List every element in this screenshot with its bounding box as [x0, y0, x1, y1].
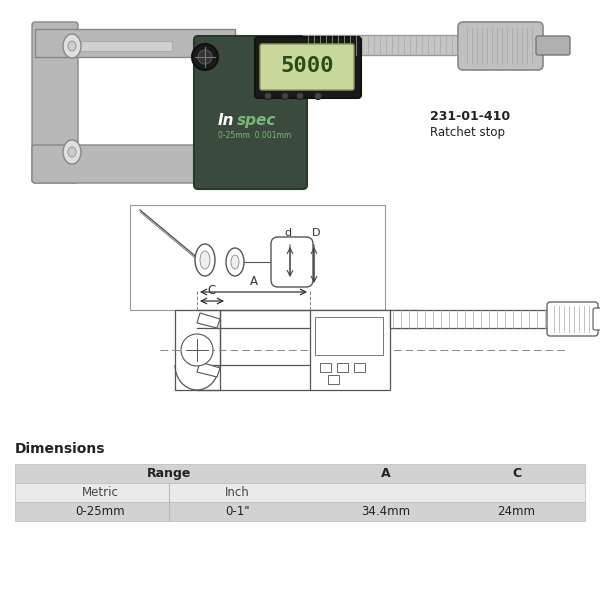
Text: Ratchet stop: Ratchet stop [430, 126, 505, 139]
Ellipse shape [68, 147, 76, 157]
Ellipse shape [195, 244, 215, 276]
Bar [35, 29, 235, 57]
Text: D: D [312, 228, 320, 238]
Text: A: A [380, 467, 391, 480]
Text: d: d [284, 228, 292, 238]
Text: 34.4mm: 34.4mm [361, 505, 410, 518]
Text: In: In [218, 113, 235, 128]
Circle shape [198, 50, 212, 64]
Circle shape [296, 92, 304, 100]
Ellipse shape [68, 41, 76, 51]
Circle shape [281, 92, 289, 100]
Bar [15, 464, 585, 483]
Bar [72, 41, 172, 51]
Text: Inch: Inch [225, 486, 250, 499]
Ellipse shape [231, 255, 239, 269]
Polygon shape [197, 362, 220, 377]
Bar [303, 35, 463, 55]
Text: 0-1": 0-1" [225, 505, 250, 518]
Bar [354, 363, 365, 372]
Text: 0-25mm  0.001mm: 0-25mm 0.001mm [218, 131, 291, 140]
FancyBboxPatch shape [593, 308, 600, 330]
FancyBboxPatch shape [536, 36, 570, 55]
Bar [15, 502, 585, 521]
Text: spec: spec [237, 113, 277, 128]
FancyBboxPatch shape [458, 22, 543, 70]
Text: Range: Range [147, 467, 191, 480]
Ellipse shape [226, 248, 244, 276]
Bar [15, 483, 585, 502]
Text: 5000: 5000 [280, 56, 334, 76]
Text: Metric: Metric [82, 486, 119, 499]
Ellipse shape [200, 251, 210, 269]
Text: Dimensions: Dimensions [15, 442, 106, 456]
Polygon shape [197, 313, 220, 328]
Text: 0-25mm: 0-25mm [76, 505, 125, 518]
FancyBboxPatch shape [32, 22, 78, 183]
Bar [310, 310, 390, 390]
Text: 24mm: 24mm [497, 505, 536, 518]
Circle shape [314, 92, 322, 100]
FancyBboxPatch shape [260, 44, 354, 90]
Polygon shape [175, 310, 220, 390]
Bar [315, 317, 383, 355]
FancyBboxPatch shape [194, 36, 307, 189]
Ellipse shape [63, 34, 81, 58]
Bar [328, 375, 339, 384]
Text: C: C [208, 284, 216, 297]
Bar [337, 363, 348, 372]
Text: C: C [512, 467, 521, 480]
Text: 231-01-410: 231-01-410 [430, 110, 510, 123]
FancyBboxPatch shape [547, 302, 598, 336]
Circle shape [181, 334, 213, 366]
Bar [320, 363, 331, 372]
Bar [390, 310, 550, 328]
FancyBboxPatch shape [255, 37, 361, 98]
Circle shape [265, 92, 271, 100]
FancyBboxPatch shape [32, 145, 268, 183]
Bar [235, 37, 303, 53]
Bar [130, 205, 385, 310]
FancyBboxPatch shape [271, 237, 313, 287]
Ellipse shape [63, 140, 81, 164]
Text: A: A [250, 275, 257, 288]
Circle shape [192, 44, 218, 70]
